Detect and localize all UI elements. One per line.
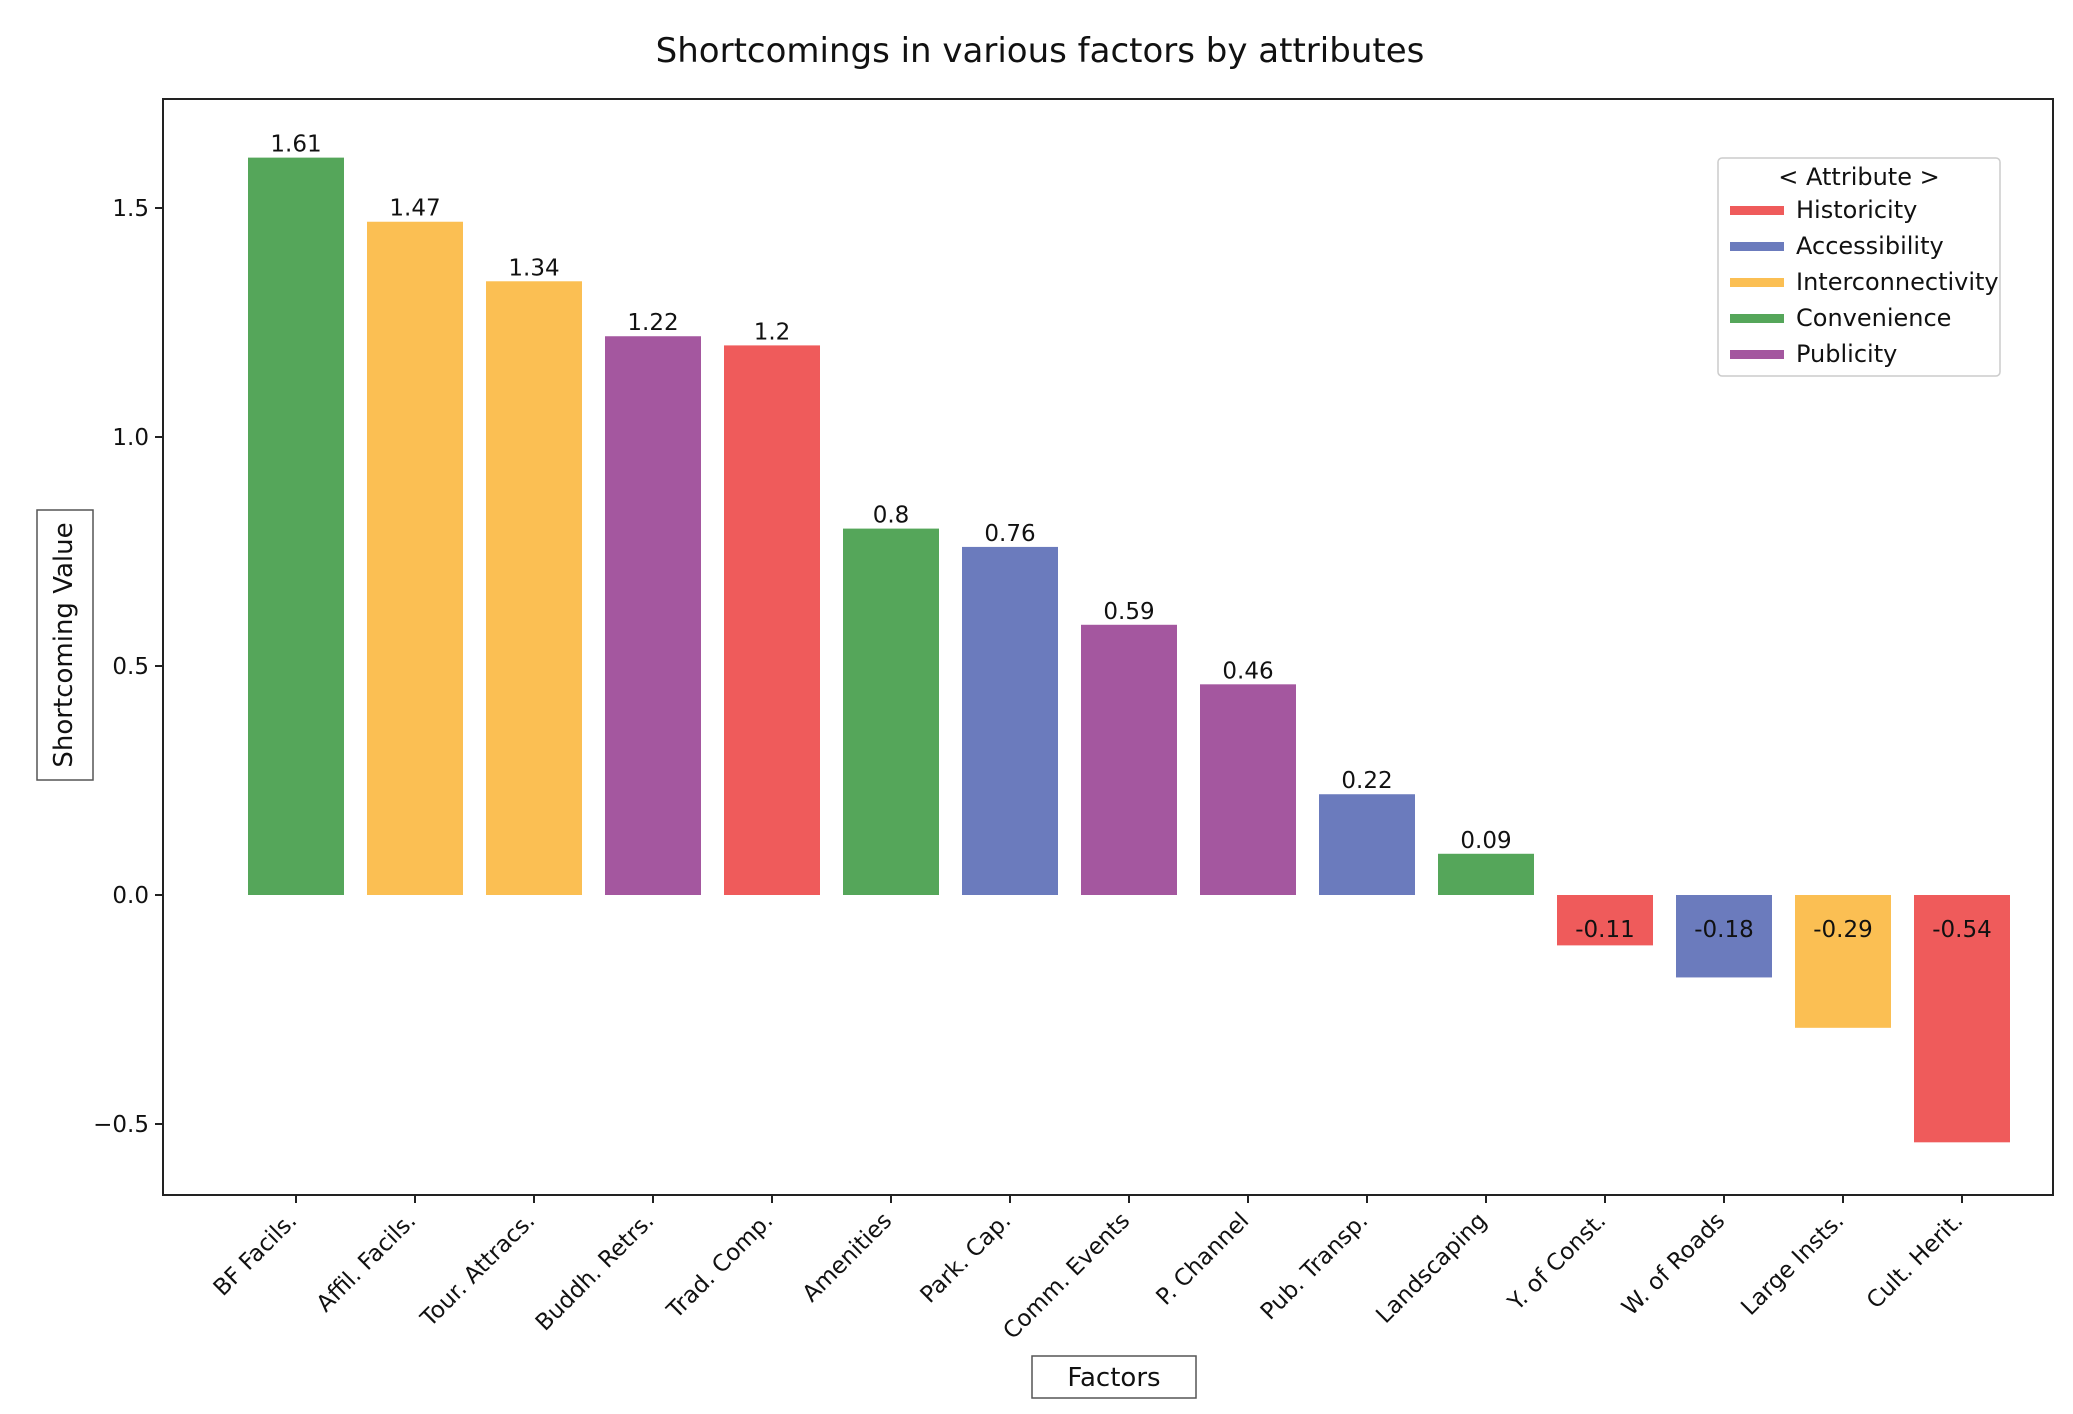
legend-entry: Accessibility bbox=[1796, 232, 1944, 260]
y-tick-label: 1.5 bbox=[112, 196, 149, 222]
bar-bf-facils bbox=[248, 157, 344, 895]
plot-frame bbox=[162, 98, 2054, 1196]
bar-cult-herit bbox=[1914, 895, 2010, 1143]
y-tick-label: 0.5 bbox=[112, 654, 149, 680]
data-label: 1.61 bbox=[270, 132, 321, 158]
data-label: -0.11 bbox=[1575, 917, 1635, 943]
y-axis: −0.5 0.0 0.5 1.0 1.5 bbox=[93, 196, 163, 1138]
bars bbox=[248, 157, 2010, 1143]
data-label: -0.54 bbox=[1932, 917, 1992, 943]
x-tick-label: Pub. Transp. bbox=[1256, 1208, 1373, 1325]
y-tick-label: 0.0 bbox=[112, 883, 149, 909]
x-axis-label: Factors bbox=[1067, 1363, 1160, 1393]
x-tick-label: Tour. Attracs. bbox=[415, 1208, 540, 1333]
data-label: -0.18 bbox=[1694, 917, 1754, 943]
bar-buddh-retrs bbox=[605, 336, 701, 895]
bar-p-channel bbox=[1200, 684, 1296, 895]
data-label: 0.22 bbox=[1341, 768, 1392, 794]
data-label: -0.29 bbox=[1813, 917, 1873, 943]
legend-entry: Interconnectivity bbox=[1796, 268, 1999, 296]
data-label: 0.59 bbox=[1103, 599, 1154, 625]
legend-box bbox=[1717, 157, 2001, 377]
x-tick-label: Park. Cap. bbox=[916, 1208, 1017, 1309]
bar-comm-events bbox=[1081, 624, 1177, 895]
x-tick-label: Landscaping bbox=[1371, 1208, 1492, 1329]
y-axis-label: Shortcoming Value bbox=[49, 522, 79, 767]
y-tick-label: 1.0 bbox=[112, 425, 149, 451]
x-tick-label: Affil. Facils. bbox=[312, 1208, 422, 1318]
bar-landscaping bbox=[1438, 853, 1534, 895]
x-tick-label: BF Facils. bbox=[209, 1208, 303, 1302]
data-label: 0.76 bbox=[984, 521, 1035, 547]
x-axis-label-box: Factors bbox=[1031, 1355, 1197, 1399]
bar-affil-facils bbox=[367, 221, 463, 896]
bar-w-of-roads bbox=[1676, 895, 1772, 978]
legend-swatch bbox=[1730, 242, 1784, 251]
chart-title: Shortcomings in various factors by attri… bbox=[656, 31, 1425, 71]
legend-entry: Historicity bbox=[1796, 196, 1917, 224]
x-tick-label: Buddh. Retrs. bbox=[531, 1208, 659, 1336]
bar-large-insts bbox=[1795, 895, 1891, 1028]
x-tick-label: Trad. Comp. bbox=[662, 1208, 779, 1325]
y-axis-label-box: Shortcoming Value bbox=[36, 509, 94, 781]
legend-entry: Convenience bbox=[1796, 304, 1951, 332]
bar-y-of-const bbox=[1557, 895, 1653, 946]
x-tick-label: Amenities bbox=[798, 1208, 898, 1308]
legend-title: < Attribute > bbox=[1778, 163, 1939, 191]
data-label: 1.34 bbox=[508, 255, 559, 281]
legend-swatch bbox=[1730, 314, 1784, 323]
x-tick-label: P. Channel bbox=[1151, 1208, 1254, 1311]
data-label: 1.47 bbox=[389, 196, 440, 222]
legend: < Attribute > Historicity Accessibility In… bbox=[1717, 157, 2001, 377]
data-labels: 1.61 1.47 1.34 1.22 1.2 0.8 0.76 0.59 0.46 0.22 0.… bbox=[270, 132, 1991, 943]
legend-swatch bbox=[1730, 278, 1784, 287]
x-tick-label: Large Insts. bbox=[1736, 1208, 1849, 1321]
bar-trad-comp bbox=[724, 345, 820, 895]
bar-pub-transp bbox=[1319, 794, 1415, 895]
legend-swatch bbox=[1730, 206, 1784, 215]
data-label: 0.09 bbox=[1460, 828, 1511, 854]
data-label: 1.22 bbox=[627, 310, 678, 336]
bar-tour-attracs bbox=[486, 281, 582, 895]
data-label: 0.46 bbox=[1222, 658, 1273, 684]
data-label: 0.8 bbox=[873, 503, 910, 529]
bar-amenities bbox=[843, 528, 939, 895]
x-tick-label: Y. of Const. bbox=[1503, 1208, 1612, 1317]
y-tick-label: −0.5 bbox=[93, 1112, 149, 1138]
data-label: 1.2 bbox=[754, 319, 791, 345]
legend-entry: Publicity bbox=[1796, 340, 1897, 368]
x-tick-label: Comm. Events bbox=[998, 1208, 1135, 1345]
x-tick-label: Cult. Herit. bbox=[1862, 1208, 1968, 1314]
bar-park-cap bbox=[962, 546, 1058, 895]
legend-swatch bbox=[1730, 350, 1784, 359]
x-tick-label: W. of Roads bbox=[1617, 1208, 1730, 1321]
x-axis: BF Facils. Affil. Facils.Tour. Attracs.Bu… bbox=[209, 1195, 1968, 1345]
